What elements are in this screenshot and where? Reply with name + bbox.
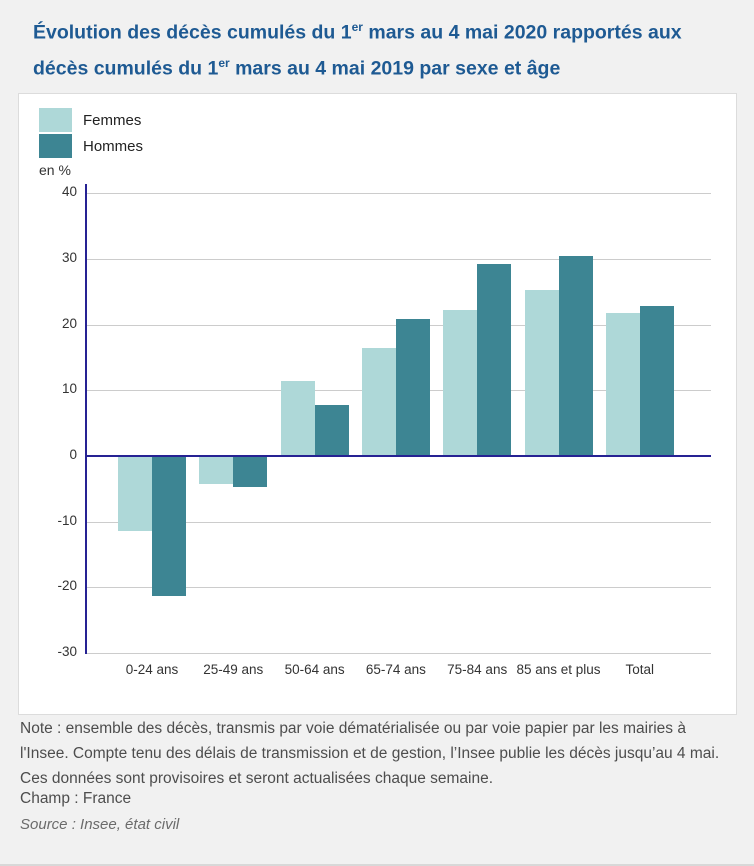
legend-label-hommes: Hommes	[83, 137, 144, 155]
title-segment: mars au 4 mai 2020 rapportés aux décès c…	[33, 21, 682, 80]
y-axis-tick-label: 20	[61, 315, 77, 331]
bar-femmes-Total	[605, 312, 640, 456]
y-axis-unit-label: en %	[39, 162, 71, 178]
bar-femmes-65-74-ans	[361, 347, 396, 456]
y-gridline	[86, 653, 711, 655]
bar-hommes-Total	[639, 306, 674, 456]
y-axis-tick-label: -20	[57, 578, 77, 594]
legend-label-femmes: Femmes	[83, 111, 142, 129]
y-axis-tick-label: -30	[57, 644, 77, 660]
bar-chart-plot: -30 -20 -10 0 10 20 30 40 0-24 ans 25-49 ans 50-64…	[19, 94, 736, 714]
y-axis-line	[85, 184, 87, 654]
chart-legend: Femmes Hommes	[39, 107, 143, 159]
title-superscript: er	[351, 20, 363, 34]
bar-hommes-25-49-ans	[233, 456, 268, 487]
y-gridline	[86, 193, 711, 195]
source-text: Source : Insee, état civil	[20, 816, 180, 833]
y-axis-tick-label: 40	[61, 184, 77, 200]
y-axis-tick-label: 10	[61, 381, 77, 397]
y-gridline	[86, 521, 711, 523]
x-axis-tick-label: 65-74 ans	[365, 662, 426, 677]
legend-item-hommes: Hommes	[39, 133, 143, 159]
bar-hommes-50-64-ans	[314, 404, 349, 456]
hommes-color-swatch	[39, 134, 72, 158]
y-gridline	[86, 258, 711, 260]
x-axis-tick-label: 85 ans et plus	[516, 662, 601, 677]
title-segment: Évolution des décès cumulés du 1	[33, 21, 352, 44]
y-axis-tick-label: -10	[57, 512, 77, 528]
bar-femmes-75-84-ans	[443, 310, 478, 456]
bar-hommes-85-ans-et-plus	[558, 255, 593, 456]
chart-card: Femmes Hommes en % -30 -20 -10 0 10 20 30 40 0-2…	[18, 93, 737, 715]
bar-hommes-65-74-ans	[395, 318, 430, 456]
x-axis-tick-label: 50-64 ans	[284, 662, 345, 677]
x-axis-zero-line	[86, 455, 711, 457]
femmes-color-swatch	[39, 108, 72, 132]
x-axis-tick-label: Total	[625, 662, 655, 677]
y-axis-tick-label: 30	[61, 249, 77, 265]
note-text: Note : ensemble des décès, transmis par …	[20, 720, 720, 787]
page-title: Évolution des décès cumulés du 1er mars …	[33, 12, 733, 83]
x-axis-tick-label: 0-24 ans	[125, 662, 179, 677]
bar-femmes-0-24-ans	[118, 456, 152, 531]
legend-item-femmes: Femmes	[39, 107, 143, 133]
y-axis-tick-label: 0	[69, 447, 77, 462]
bar-hommes-75-84-ans	[477, 264, 512, 456]
y-gridline	[86, 587, 711, 589]
title-superscript: er	[218, 55, 230, 70]
bar-femmes-85-ans-et-plus	[524, 289, 559, 456]
x-axis-tick-label: 25-49 ans	[203, 662, 264, 677]
x-axis-tick-label: 75-84 ans	[447, 662, 508, 677]
bar-femmes-50-64-ans	[280, 381, 315, 456]
bar-hommes-0-24-ans	[152, 456, 186, 596]
title-segment: mars au 4 mai 2019 par sexe et âge	[229, 57, 561, 79]
champ-text: Champ : France	[20, 790, 132, 807]
bar-femmes-25-49-ans	[199, 456, 234, 485]
